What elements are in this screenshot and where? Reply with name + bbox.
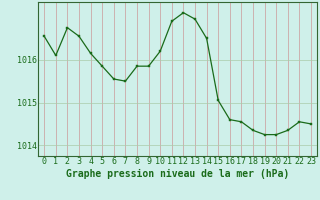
X-axis label: Graphe pression niveau de la mer (hPa): Graphe pression niveau de la mer (hPa) xyxy=(66,169,289,179)
